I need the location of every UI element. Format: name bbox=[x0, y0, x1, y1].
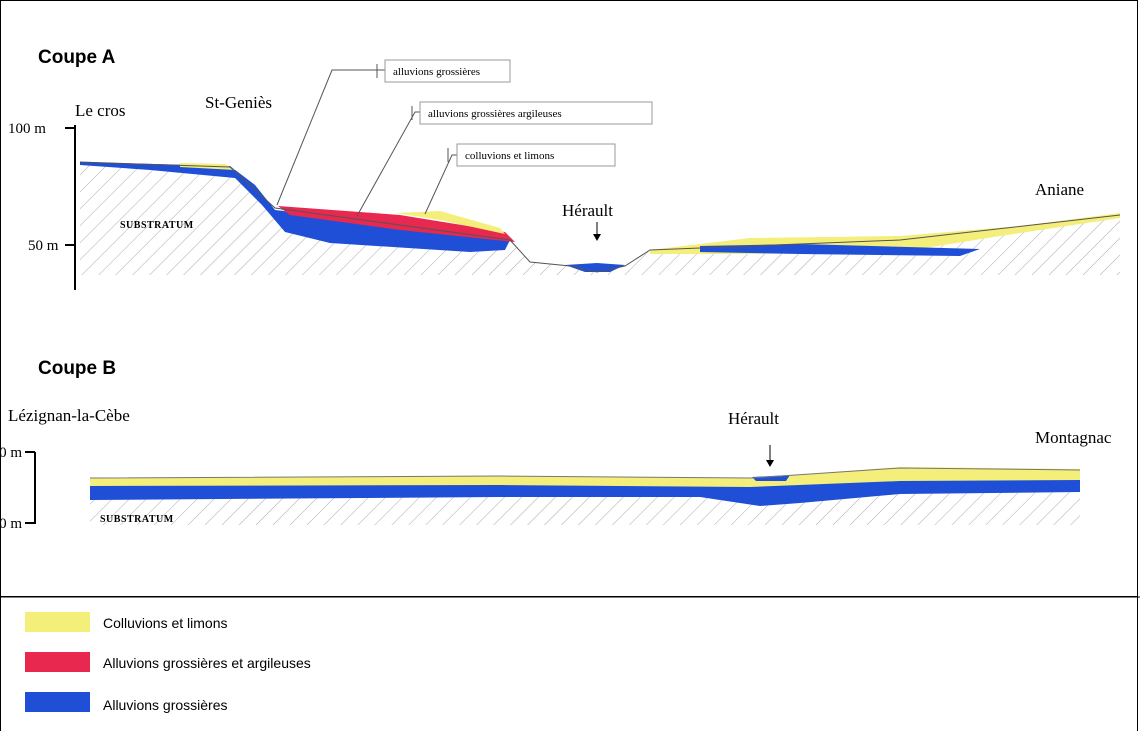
section-title: Coupe A bbox=[38, 47, 116, 68]
legend-swatch bbox=[25, 692, 90, 712]
callout-box bbox=[456, 143, 616, 167]
layer bbox=[752, 475, 790, 481]
legend-label: Alluvions grossières et argileuses bbox=[103, 655, 311, 671]
legend-label: Alluvions grossières bbox=[103, 697, 228, 713]
legend-swatch bbox=[25, 652, 90, 672]
axis-label: 30 m bbox=[0, 445, 22, 461]
place-label: Aniane bbox=[1035, 180, 1084, 199]
substratum-label: SUBSTRATUM bbox=[120, 220, 194, 231]
place-label: Hérault bbox=[728, 409, 779, 428]
callout-box bbox=[419, 101, 653, 125]
legend-label: Colluvions et limons bbox=[103, 615, 228, 631]
ground-line bbox=[79, 161, 1121, 273]
arrow bbox=[766, 460, 774, 467]
place-label: Lézignan-la-Cèbe bbox=[8, 406, 130, 425]
place-label: Hérault bbox=[562, 201, 613, 220]
axis-label: 0 m bbox=[0, 516, 22, 532]
place-label: Montagnac bbox=[1035, 428, 1112, 447]
place-label: St-Geniès bbox=[205, 93, 272, 112]
callout-lines bbox=[276, 64, 457, 217]
axis-label: 50 m bbox=[28, 238, 59, 254]
callout-box bbox=[384, 59, 511, 83]
place-label: Le cros bbox=[75, 101, 126, 120]
legend-swatch bbox=[25, 612, 90, 632]
axis-label: 100 m bbox=[8, 121, 46, 137]
ground-line bbox=[89, 467, 1081, 479]
section-title: Coupe B bbox=[38, 358, 116, 379]
layer bbox=[565, 244, 980, 272]
layer bbox=[90, 480, 1080, 506]
arrow bbox=[593, 234, 601, 241]
callout-label: colluvions et limons bbox=[465, 150, 554, 162]
substratum-label: SUBSTRATUM bbox=[100, 514, 174, 525]
callout-label: alluvions grossières argileuses bbox=[428, 108, 562, 120]
callout-label: alluvions grossières bbox=[393, 66, 480, 78]
